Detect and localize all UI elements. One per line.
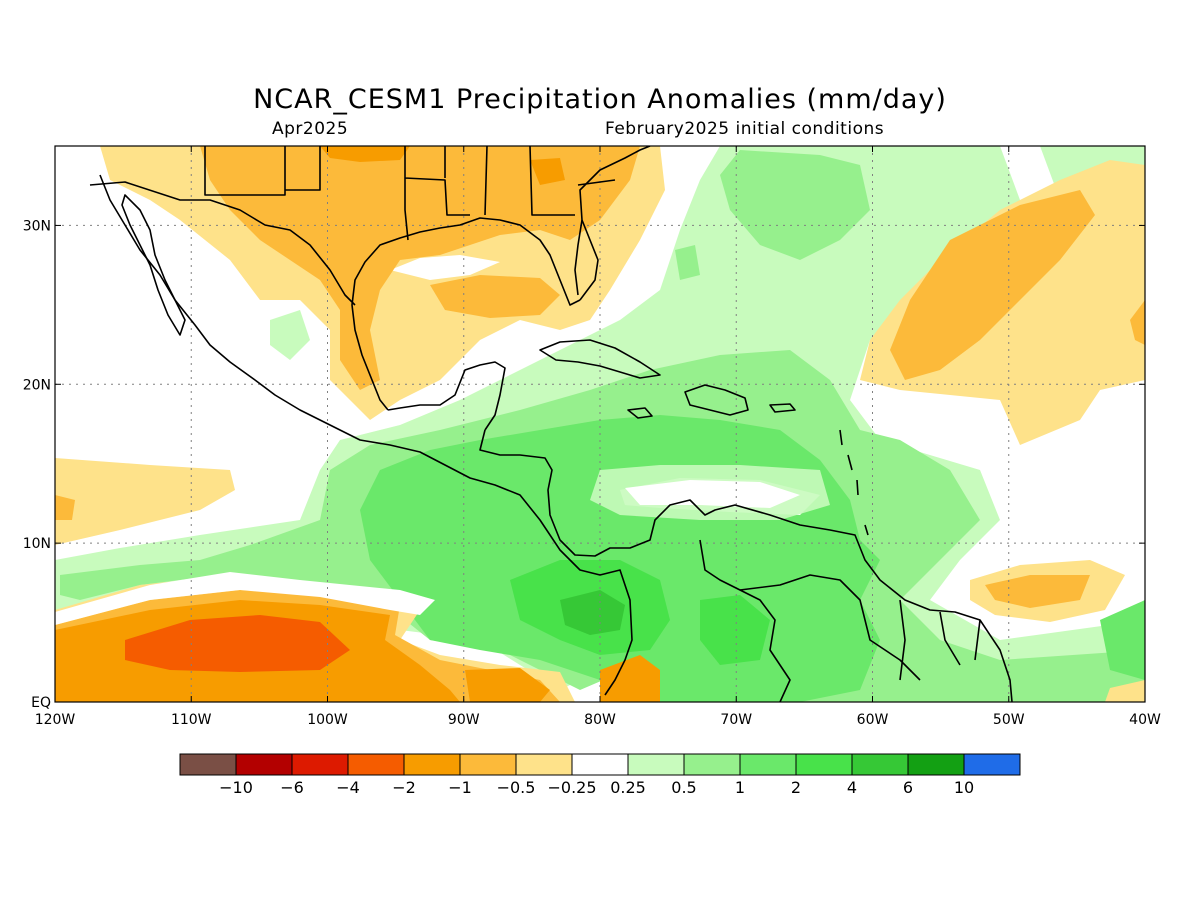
y-tick-label: 10N	[23, 536, 51, 552]
anomaly-region	[985, 575, 1090, 608]
colorbar-swatch	[795, 753, 853, 776]
x-tick-label: 120W	[35, 712, 76, 728]
anomaly-region	[55, 458, 235, 545]
anomaly-region	[270, 310, 310, 360]
map-title: NCAR_CESM1 Precipitation Anomalies (mm/d…	[253, 84, 947, 115]
colorbar-label: −10	[219, 778, 253, 797]
y-tick-label: 20N	[23, 377, 51, 393]
colorbar-label: 6	[903, 778, 913, 797]
x-tick-label: 80W	[584, 712, 616, 728]
anomaly-region	[430, 275, 560, 318]
colorbar-swatch	[179, 753, 237, 776]
colorbar-label: −0.25	[547, 778, 596, 797]
y-tick-label: EQ	[31, 695, 51, 711]
anomaly-field	[55, 146, 1145, 702]
anomaly-region	[720, 150, 870, 260]
anomaly-region	[530, 158, 565, 185]
colorbar-swatch	[291, 753, 349, 776]
anomaly-region	[560, 590, 625, 635]
anomaly-region	[1105, 680, 1145, 702]
colorbar-swatch	[627, 753, 685, 776]
gridlines	[55, 146, 1145, 702]
forecast-month-label: Apr2025	[272, 119, 349, 139]
x-tick-label: 100W	[307, 712, 348, 728]
colorbar-swatch	[571, 753, 629, 776]
anomaly-region	[200, 146, 640, 390]
colorbar-swatch	[235, 753, 293, 776]
colorbar-swatch	[515, 753, 573, 776]
x-tick-label: 40W	[1129, 712, 1161, 728]
colorbar-swatch	[459, 753, 517, 776]
anomaly-region	[55, 572, 435, 625]
anomaly-region	[465, 668, 550, 702]
anomaly-region	[700, 595, 770, 665]
anomaly-region	[320, 146, 410, 162]
anomaly-region	[1100, 600, 1145, 680]
x-tick-label: 50W	[993, 712, 1025, 728]
colorbar-swatch	[851, 753, 909, 776]
colorbar-swatch	[683, 753, 741, 776]
colorbar-label: −1	[448, 778, 472, 797]
anomaly-region	[1130, 300, 1145, 345]
longitude-axis: 120W 110W 100W 90W 80W 70W 60W 50W 40W	[35, 146, 1161, 728]
x-tick-label: 110W	[171, 712, 212, 728]
anomaly-region	[890, 190, 1095, 380]
colorbar-swatch	[739, 753, 797, 776]
colorbar: −10 −6 −4 −2 −1 −0.5 −0.25 0.25 0.5 1 2 4 6 10	[179, 753, 1021, 797]
colorbar-swatch	[403, 753, 461, 776]
x-tick-label: 60W	[857, 712, 889, 728]
colorbar-label: −2	[392, 778, 416, 797]
x-tick-label: 90W	[448, 712, 480, 728]
initial-conditions-label: February2025 initial conditions	[605, 119, 885, 139]
colorbar-label: 1	[735, 778, 745, 797]
y-tick-label: 30N	[23, 218, 51, 234]
anomaly-region	[55, 495, 75, 520]
colorbar-label: −4	[336, 778, 360, 797]
anomaly-region	[390, 255, 500, 280]
colorbar-label: 0.5	[671, 778, 696, 797]
anomaly-region	[625, 480, 800, 508]
colorbar-label: 0.25	[610, 778, 646, 797]
colorbar-swatch	[963, 753, 1021, 776]
anomaly-region	[675, 245, 700, 280]
colorbar-label: −6	[280, 778, 304, 797]
x-tick-label: 70W	[720, 712, 752, 728]
colorbar-label: 2	[791, 778, 801, 797]
colorbar-label: 4	[847, 778, 857, 797]
latitude-axis: EQ 10N 20N 30N	[23, 218, 1145, 711]
anomaly-region	[600, 655, 660, 702]
colorbar-swatch	[347, 753, 405, 776]
colorbar-swatch	[907, 753, 965, 776]
anomaly-region	[125, 615, 350, 672]
colorbar-label: −0.5	[497, 778, 536, 797]
colorbar-label: 10	[954, 778, 974, 797]
coastlines	[89, 146, 1013, 702]
